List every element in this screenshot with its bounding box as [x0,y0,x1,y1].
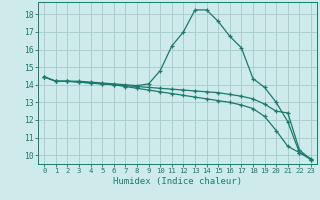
X-axis label: Humidex (Indice chaleur): Humidex (Indice chaleur) [113,177,242,186]
